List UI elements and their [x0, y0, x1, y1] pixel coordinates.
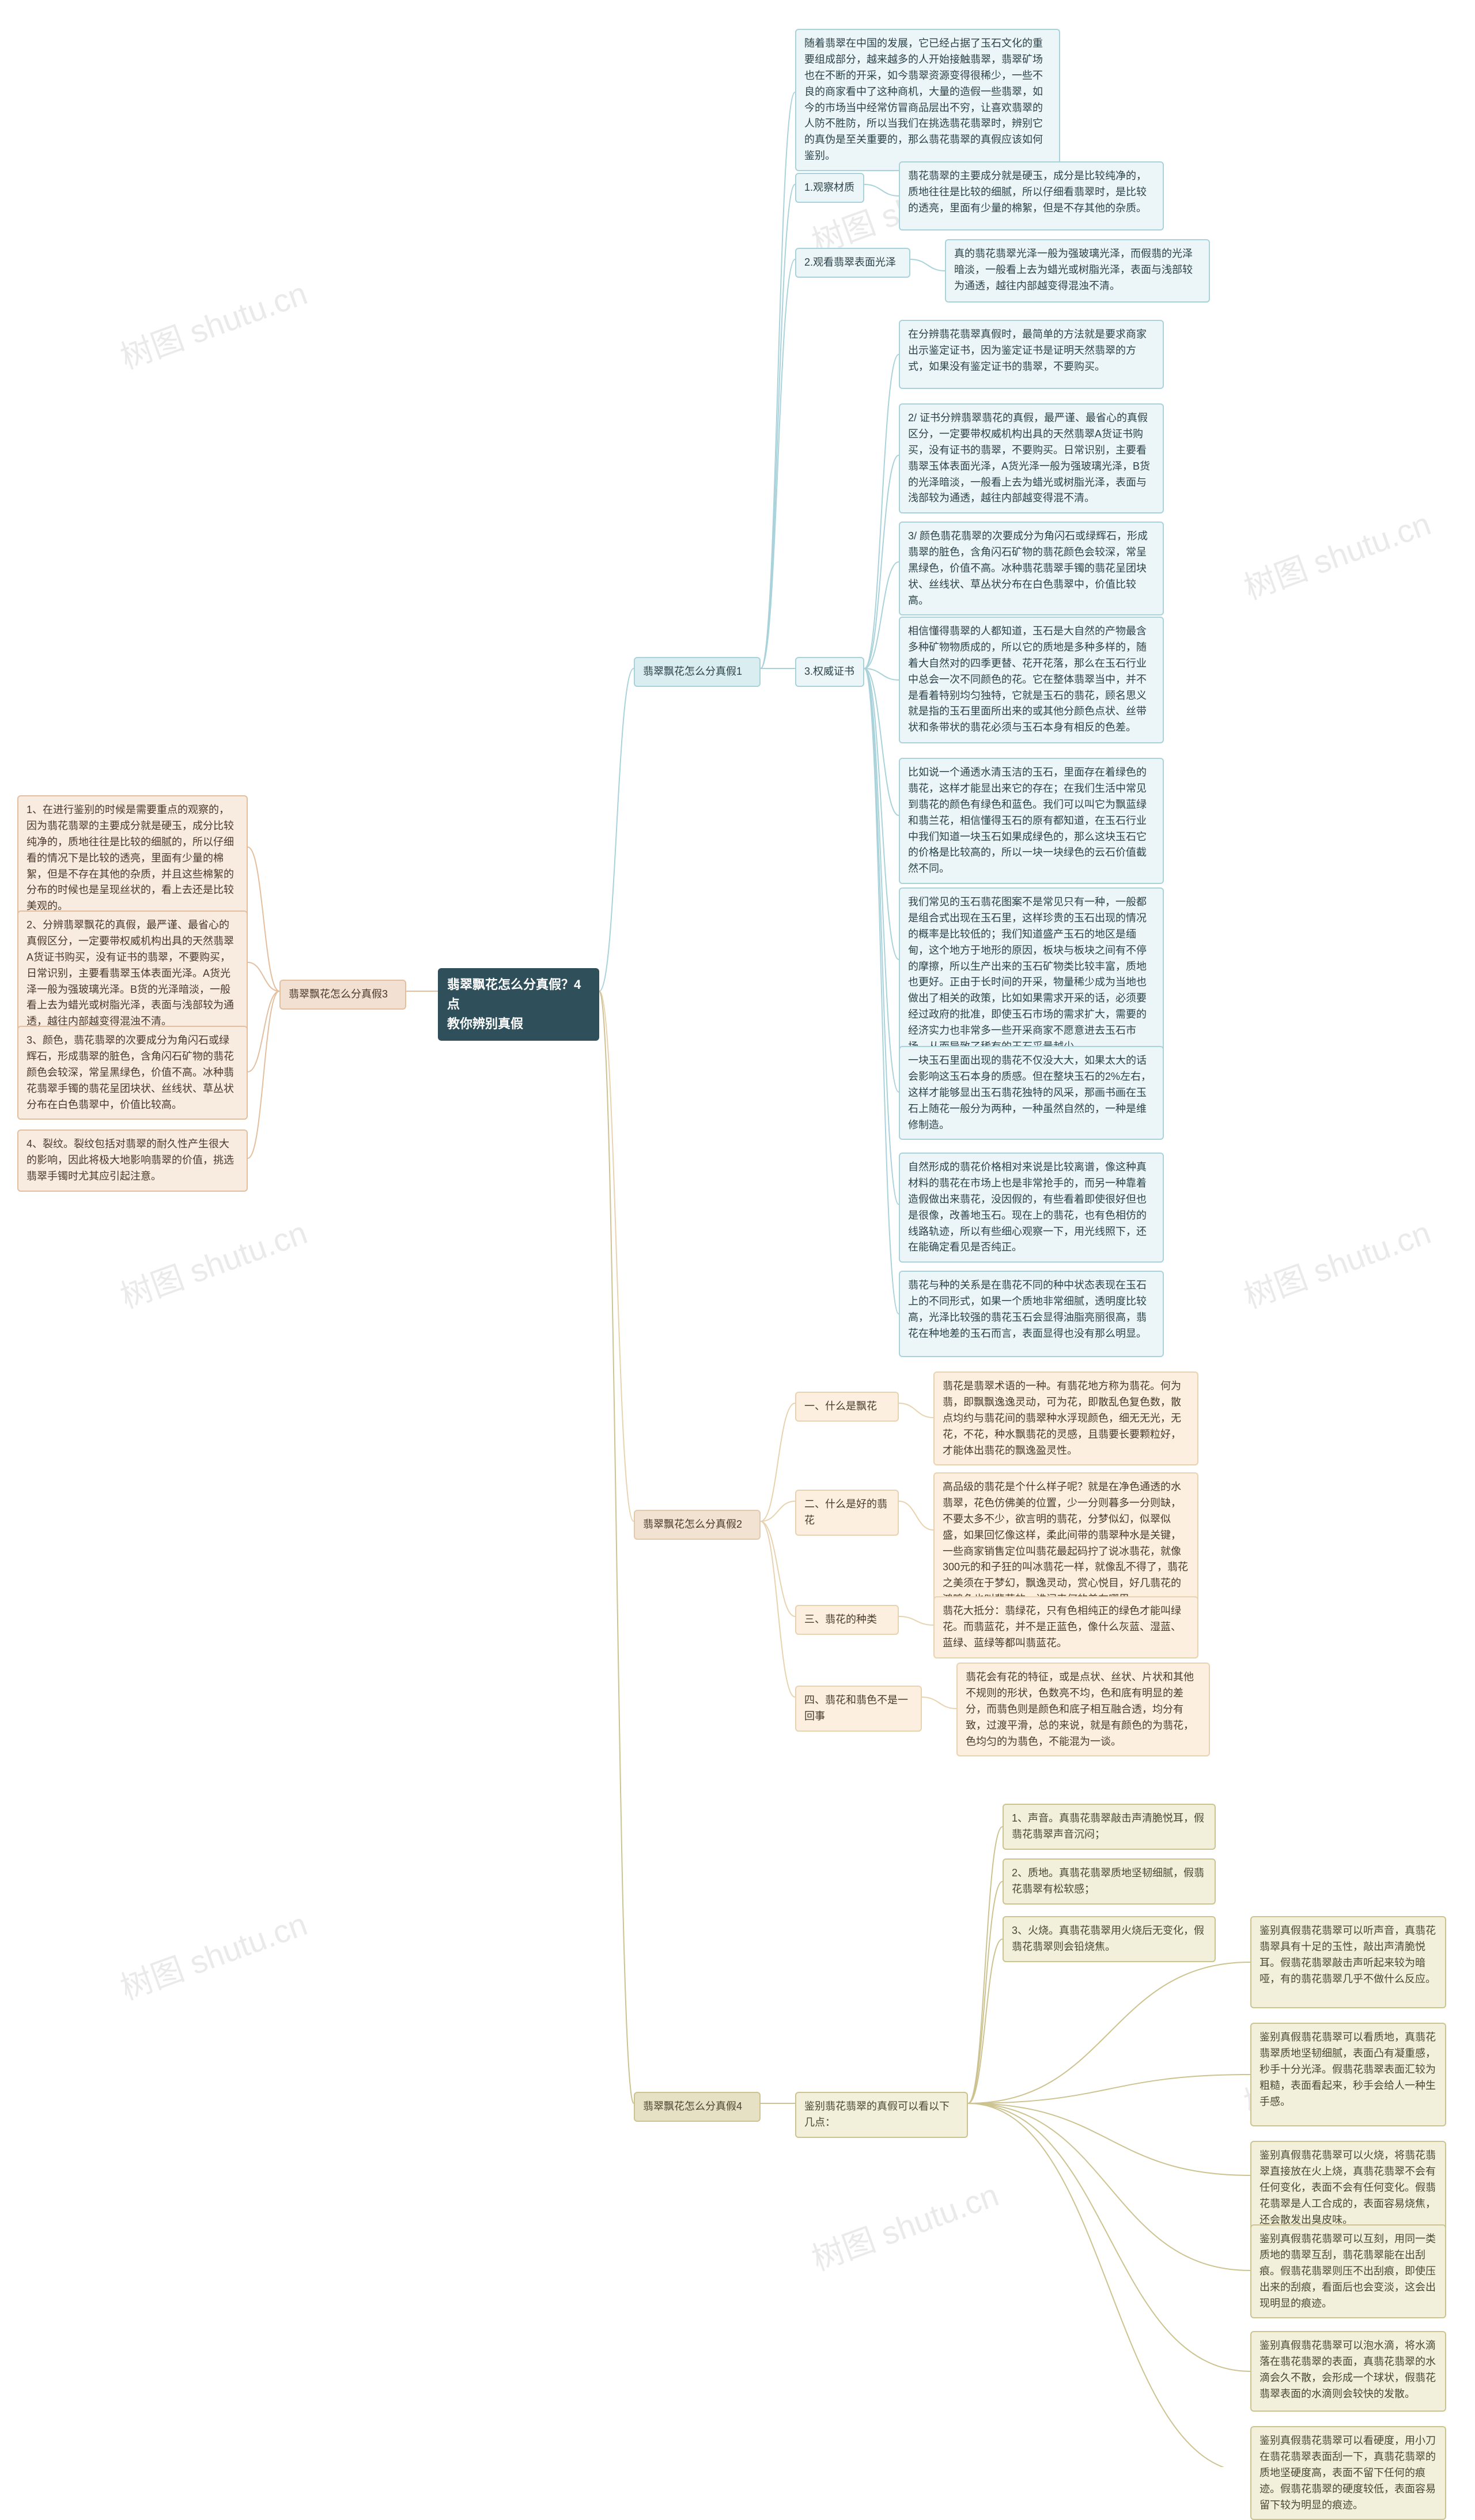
node-b4_p1d: 鉴别真假翡花翡翠可以听声音，真翡花翡翠具有十足的玉性，敲出声清脆悦耳。假翡花翡翠… [1250, 1916, 1446, 2008]
node-b2_3d: 相信懂得翡翠的人都知道，玉石是大自然的产物最含多种矿物物质成的，所以它的质地是多… [899, 617, 1164, 743]
edge-b1-b1_3 [761, 1521, 795, 1616]
watermark: 树图 shutu.cn [804, 2169, 1004, 2280]
watermark: 树图 shutu.cn [1236, 498, 1436, 609]
node-b4_p3d: 鉴别真假翡花翡翠可以火烧，将翡花翡翠直接放在火上烧，真翡花翡翠不会有任何变化，表… [1250, 2141, 1446, 2235]
edge-b3-b3_1 [248, 847, 279, 991]
node-b1_4t: 翡花会有花的特征，或是点状、丝状、片状和其他不规则的形状，色数亮不均，色和底有明… [956, 1663, 1210, 1756]
node-b3_2: 2、分辨翡翠飘花的真假，最严谨、最省心的真假区分，一定要带权威机构出具的天然翡翠… [17, 910, 248, 1037]
watermark: 树图 shutu.cn [113, 1207, 313, 1317]
edge-b2_3-b2_3c [864, 562, 899, 668]
node-b4_p2: 2、质地。真翡花翡翠质地坚韧细腻，假翡花翡翠有松软感； [1003, 1858, 1216, 1905]
node-b2_1t: 翡花翡翠的主要成分就是硬玉，成分是比较纯净的，质地往往是比较的细腻，所以仔细看翡… [899, 161, 1164, 231]
node-b1_4: 四、翡花和翡色不是一回事 [795, 1686, 922, 1732]
edge-b2_3-b2_3g [864, 668, 899, 1092]
edge-b2_3-b2_3h [864, 668, 899, 1204]
node-b4_p1: 1、声音。真翡花翡翠敲击声清脆悦耳，假翡花翡翠声音沉闷； [1003, 1804, 1216, 1850]
edge-b1_2-b1_2t [899, 1501, 933, 1530]
edge-b2_3-b2_3e [864, 668, 899, 815]
node-b1_1t: 翡花是翡翠术语的一种。有翡花地方称为翡花。何为翡，即飘飘逸逸灵动，可为花，即散乱… [933, 1372, 1198, 1465]
node-b2_3e: 比如说一个通透水清玉洁的玉石，里面存在着绿色的翡花，这样才能显出来它的存在；在我… [899, 758, 1164, 884]
edge-b4_intro-b4_p4d [968, 2103, 1250, 2270]
node-b4_p4d: 鉴别真假翡花翡翠可以互刻，用同一类质地的翡翠互刮，翡花翡翠能在出刮痕。假翡花翡翠… [1250, 2224, 1446, 2318]
node-b3_1: 1、在进行鉴别的时候是需要重点的观察的，因为翡花翡翠的主要成分就是硬玉，成分比较… [17, 795, 248, 921]
node-b2_3a: 在分辨翡花翡翠真假时，最简单的方法就是要求商家出示鉴定证书，因为鉴定证书是证明天… [899, 320, 1164, 389]
edge-b2_3-b2_3i [864, 668, 899, 1314]
node-b2_intro: 随着翡翠在中国的发展，它已经占据了玉石文化的重要组成部分，越来越多的人开始接触翡… [795, 29, 1060, 171]
edge-b2_3-b2_3d [864, 668, 899, 680]
node-b1_3: 三、翡花的种类 [795, 1605, 899, 1635]
node-b1_3t: 翡花大抵分：翡绿花，只有色相纯正的绿色才能叫绿花。而翡蓝花，并不是正蓝色，像什么… [933, 1596, 1198, 1658]
edge-b3-b3_3 [248, 991, 279, 1072]
edge-b4_intro-b4_p6d [968, 2103, 1250, 2467]
edge-b1_3-b1_3t [899, 1616, 933, 1625]
edge-b2_3-b2_3a [864, 354, 899, 668]
edge-b2-b2_2 [761, 259, 795, 668]
node-b1_2: 二、什么是好的翡花 [795, 1490, 899, 1536]
edge-b2_1-b2_1t [864, 184, 899, 196]
node-b2_3: 3.权威证书 [795, 657, 864, 687]
edge-b3-b3_4 [248, 991, 279, 1158]
node-b2_3c: 3/ 颜色翡花翡翠的次要成分为角闪石或绿辉石，形成翡翠的脏色，含角闪石矿物的翡花… [899, 522, 1164, 615]
watermark: 树图 shutu.cn [113, 267, 313, 378]
node-root: 翡翠飘花怎么分真假？4点 教你辨别真假 [438, 968, 599, 1041]
node-b1_1: 一、什么是飘花 [795, 1392, 899, 1422]
edge-root-b4 [599, 991, 634, 2103]
edge-b2-b2_1 [761, 184, 795, 668]
node-b4_p5d: 鉴别真假翡花翡翠可以泡水滴，将水滴落在翡花翡翠的表面，真翡花翡翠的水滴会久不散，… [1250, 2331, 1446, 2412]
edge-b4_intro-b4_p5d [968, 2103, 1250, 2371]
node-b2_3b: 2/ 证书分辨翡翠翡花的真假，最严谨、最省心的真假区分，一定要带权威机构出具的天… [899, 403, 1164, 513]
node-b4_intro: 鉴别翡花翡翠的真假可以看以下几点： [795, 2092, 968, 2138]
edge-b4_intro-b4_p2 [968, 1882, 1003, 2103]
edge-b1_1-b1_1t [899, 1403, 933, 1418]
edge-b4_intro-b4_p2d [968, 2075, 1250, 2103]
node-b2_1: 1.观察材质 [795, 173, 864, 203]
node-b1_2t: 高品级的翡花是个什么样子呢？就是在净色通透的水翡翠，花色仿佛美的位置，少一分则暮… [933, 1472, 1198, 1615]
node-b4_p2d: 鉴别真假翡花翡翠可以看质地，真翡花翡翠质地坚韧细腻，表面凸有凝重感，秒手十分光泽… [1250, 2023, 1446, 2126]
node-b2_2t: 真的翡花翡翠光泽一般为强玻璃光泽，而假翡的光泽暗淡，一般看上去为蜡光或树脂光泽，… [945, 239, 1210, 303]
node-b2_2: 2.观看翡翠表面光泽 [795, 248, 910, 278]
edge-b1-b1_1 [761, 1403, 795, 1521]
edge-b1_4-b1_4t [922, 1697, 956, 1709]
node-b4: 翡翠飘花怎么分真假4 [634, 2092, 761, 2122]
edge-b1-b1_4 [761, 1521, 795, 1697]
mindmap-canvas: 树图 shutu.cn 树图 shutu.cn 树图 shutu.cn 树图 shut… [0, 0, 1475, 2467]
node-b2_3g: 一块玉石里面出现的翡花不仅没大大，如果太大的话会影响这玉石本身的质感。但在整块玉… [899, 1046, 1164, 1140]
edge-b2_3-b2_3b [864, 455, 899, 668]
watermark: 树图 shutu.cn [1236, 1207, 1436, 1317]
node-b3: 翡翠飘花怎么分真假3 [279, 980, 406, 1010]
edge-b2_2-b2_2t [910, 259, 945, 271]
edge-root-b1 [599, 991, 634, 1521]
edge-b1-b1_2 [761, 1501, 795, 1521]
node-b2_3i: 翡花与种的关系是在翡花不同的种中状态表现在玉石上的不同形式，如果一个质地非常细腻… [899, 1271, 1164, 1357]
node-b1: 翡翠飘花怎么分真假2 [634, 1510, 761, 1540]
edge-root-b2 [599, 668, 634, 991]
node-b4_p6d: 鉴别真假翡花翡翠可以看硬度，用小刀在翡花翡翠表面刮一下，真翡花翡翠的质地坚硬度高… [1250, 2426, 1446, 2520]
edge-b4_intro-b4_p1 [968, 1827, 1003, 2103]
edge-b3-b3_2 [248, 962, 279, 991]
edge-b4_intro-b4_p1d [968, 1962, 1250, 2103]
edge-b2_3-b2_3f [864, 668, 899, 959]
watermark: 树图 shutu.cn [113, 1898, 313, 2009]
node-b2_3f: 我们常见的玉石翡花图案不是常见只有一种，一般都是组合式出现在玉石里，这样珍贵的玉… [899, 887, 1164, 1062]
edge-b4_intro-b4_p3 [968, 1939, 1003, 2103]
node-b2_3h: 自然形成的翡花价格相对来说是比较离谱，像这种真材料的翡花在市场上也是非常抢手的，… [899, 1153, 1164, 1263]
node-b2: 翡翠飘花怎么分真假1 [634, 657, 761, 687]
edge-b4_intro-b4_p3d [968, 2103, 1250, 2175]
node-b4_p3: 3、火烧。真翡花翡翠用火烧后无变化，假翡花翡翠则会铅烧焦。 [1003, 1916, 1216, 1962]
node-b3_3: 3、颜色，翡花翡翠的次要成分为角闪石或绿辉石，形成翡翠的脏色，含角闪石矿物的翡花… [17, 1026, 248, 1120]
node-b3_4: 4、裂纹。裂纹包括对翡翠的耐久性产生很大的影响，因此将极大地影响翡翠的价值，挑选… [17, 1129, 248, 1192]
edge-b2-b2_intro [761, 92, 795, 668]
